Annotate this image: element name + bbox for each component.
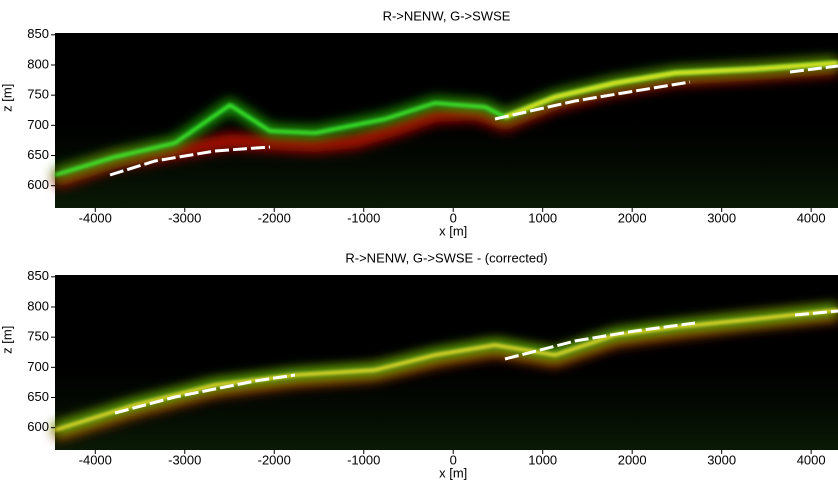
radargram xyxy=(52,33,838,208)
radargram xyxy=(52,275,838,450)
x-tick-label: 3000 xyxy=(707,452,736,467)
y-tick-label: 850 xyxy=(27,268,49,283)
y-tick-label: 650 xyxy=(27,389,49,404)
x-tick-label: 2000 xyxy=(618,210,647,225)
y-tick-label: 600 xyxy=(27,177,49,192)
x-tick-label: 0 xyxy=(450,452,457,467)
x-tick-label: -2000 xyxy=(258,452,291,467)
x-tick-label: -4000 xyxy=(79,210,112,225)
x-tick-label: 4000 xyxy=(797,210,826,225)
x-tick-label: -2000 xyxy=(258,210,291,225)
x-tick-label: 2000 xyxy=(618,452,647,467)
y-tick-label: 800 xyxy=(27,298,49,313)
x-tick-label: 1000 xyxy=(528,210,557,225)
x-tick-label: -3000 xyxy=(168,452,201,467)
y-tick-label: 850 xyxy=(27,26,49,41)
chart-title: R->NENW, G->SWSE xyxy=(383,8,511,23)
y-tick-label: 700 xyxy=(27,359,49,374)
y-tick-label: 800 xyxy=(27,56,49,71)
x-tick-label: -3000 xyxy=(168,210,201,225)
y-axis-label: z [m] xyxy=(0,84,14,112)
x-tick-label: 4000 xyxy=(797,452,826,467)
y-tick-label: 700 xyxy=(27,117,49,132)
y-tick-label: 600 xyxy=(27,419,49,434)
x-tick-label: -1000 xyxy=(347,452,380,467)
x-axis-label: x [m] xyxy=(439,465,467,480)
x-tick-label: 3000 xyxy=(707,210,736,225)
y-tick-label: 750 xyxy=(27,329,49,344)
chart-title: R->NENW, G->SWSE - (corrected) xyxy=(345,250,547,265)
y-tick-label: 750 xyxy=(27,87,49,102)
x-axis-label: x [m] xyxy=(439,223,467,238)
y-axis-label: z [m] xyxy=(0,326,14,354)
x-tick-label: 0 xyxy=(450,210,457,225)
x-tick-label: -1000 xyxy=(347,210,380,225)
x-tick-label: 1000 xyxy=(528,452,557,467)
y-tick-label: 650 xyxy=(27,147,49,162)
x-tick-label: -4000 xyxy=(79,452,112,467)
